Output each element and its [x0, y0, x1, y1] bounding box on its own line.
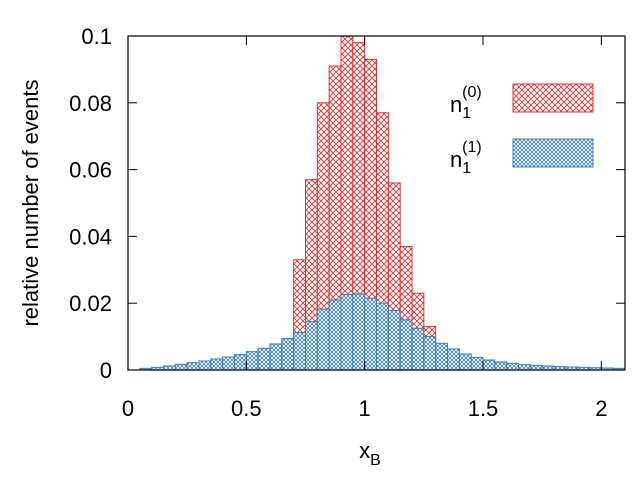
y-axis-label: relative number of events	[18, 79, 43, 326]
histogram-bar-1-14	[305, 321, 318, 370]
histogram-bar-1-10	[257, 347, 271, 370]
histogram-bar-1-24	[423, 336, 437, 370]
legend-label-sub: 1	[462, 160, 471, 177]
histogram-bar-1-21	[387, 310, 401, 370]
histogram-bar-1-26	[447, 348, 460, 370]
histogram-bar-1-34	[541, 365, 555, 370]
histogram-bar-1-23	[411, 327, 425, 370]
histogram-bar-1-13	[293, 332, 306, 370]
histogram-bar-1-20	[376, 302, 389, 370]
x-axis-label-sub: B	[370, 452, 381, 469]
histogram-bar-1-4	[186, 362, 200, 370]
histogram-bar-1-6	[210, 358, 224, 370]
bars-layer	[139, 36, 625, 370]
axes-layer: 0 0.5 1 1.5 2 0 0.02 0.04 0.06 0.08 0.1	[69, 24, 626, 421]
legend: n1(0)n1(1)	[450, 83, 594, 177]
y-tick-label: 0.1	[81, 24, 112, 49]
histogram-bar-1-27	[458, 353, 472, 370]
legend-label-1: n1 (1)	[450, 139, 482, 177]
histogram-bar-1-3	[174, 363, 188, 370]
histogram-bar-1-29	[482, 359, 496, 370]
x-tick-label: 0.5	[231, 396, 262, 421]
y-tick-label: 0.06	[69, 158, 112, 183]
legend-label-base: n	[450, 147, 462, 172]
histogram-bar-1-33	[529, 364, 543, 370]
histogram-bar-1-28	[470, 356, 484, 370]
x-tick-label: 1	[359, 396, 371, 421]
y-tick-label: 0.02	[69, 291, 112, 316]
histogram-bar-1-8	[234, 354, 247, 370]
x-tick-label: 0	[122, 396, 134, 421]
histogram-bar-1-31	[506, 362, 519, 370]
y-tick-label: 0	[100, 358, 112, 383]
histogram-bar-1-12	[281, 338, 295, 370]
histogram-bar-1-32	[518, 364, 531, 370]
histogram-bar-1-11	[269, 343, 283, 370]
histogram-bar-1-19	[364, 297, 377, 370]
legend-label-sup: (0)	[462, 84, 482, 101]
histogram-bar-1-9	[245, 351, 259, 370]
x-axis-label-main: x	[359, 438, 370, 463]
legend-swatch-0	[512, 83, 594, 113]
histogram-bar-1-22	[399, 319, 413, 370]
x-axis-label: xB	[359, 438, 381, 469]
histogram-bar-1-18	[352, 293, 366, 370]
legend-label-0: n1 (0)	[450, 84, 482, 122]
histogram-bar-1-25	[435, 342, 448, 370]
legend-swatch-1	[512, 138, 594, 168]
legend-label-base: n	[450, 92, 462, 117]
y-tick-label: 0.04	[69, 224, 112, 249]
y-tick-label: 0.08	[69, 91, 112, 116]
histogram-bar-1-2	[163, 365, 176, 370]
legend-label-sub: 1	[462, 105, 471, 122]
histogram-bar-1-7	[222, 356, 236, 370]
histogram-bar-1-5	[198, 360, 212, 370]
histogram-bar-1-17	[340, 294, 354, 370]
x-tick-label: 1.5	[468, 396, 499, 421]
x-tick-label: 2	[595, 396, 607, 421]
histogram-bar-1-15	[316, 308, 330, 370]
histogram-bar-1-30	[494, 361, 508, 370]
plot-frame	[127, 35, 626, 371]
legend-label-sup: (1)	[462, 139, 482, 156]
histogram-bar-1-16	[328, 299, 342, 370]
